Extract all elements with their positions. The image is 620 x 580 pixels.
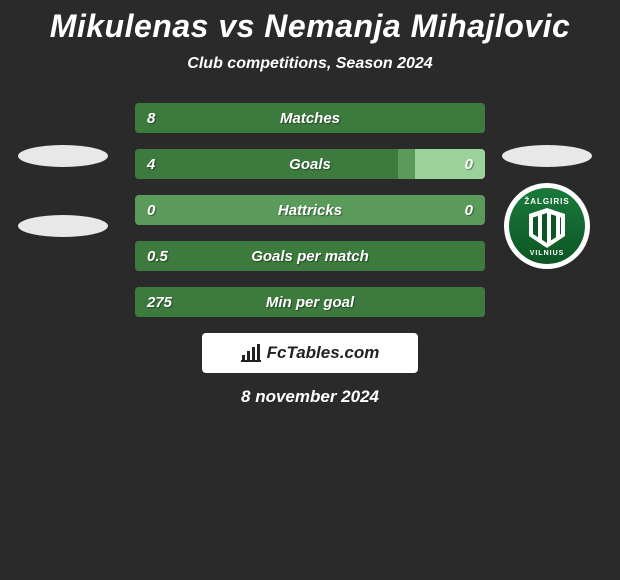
date-label: 8 november 2024 [0,387,620,407]
placeholder-ellipse [18,215,108,237]
club-shield-icon [529,208,565,248]
stat-label: Goals [135,149,485,179]
player-left-badge-2 [18,181,108,271]
club-name-top: ŽALGIRIS [524,197,569,206]
stat-label: Min per goal [135,287,485,317]
club-badge: ŽALGIRIS VILNIUS [504,183,590,269]
stat-label: Matches [135,103,485,133]
branding-badge: FcTables.com [202,333,418,373]
stat-value-right: 0 [465,195,473,225]
stat-row: 8Matches [135,103,485,133]
bar-chart-icon [241,344,261,362]
stats-list: 8Matches4Goals00Hattricks00.5Goals per m… [135,103,485,317]
stat-row: 0Hattricks0 [135,195,485,225]
placeholder-ellipse [502,145,592,167]
stat-row: 4Goals0 [135,149,485,179]
club-name-bottom: VILNIUS [530,250,565,257]
stat-label: Hattricks [135,195,485,225]
stat-label: Goals per match [135,241,485,271]
page-title: Mikulenas vs Nemanja Mihajlovic [0,8,620,45]
stat-row: 275Min per goal [135,287,485,317]
club-badge-inner: ŽALGIRIS VILNIUS [509,188,585,264]
comparison-area: ŽALGIRIS VILNIUS 8Matches4Goals00Hattric… [0,103,620,317]
subtitle: Club competitions, Season 2024 [0,55,620,73]
placeholder-ellipse [18,145,108,167]
branding-text: FcTables.com [267,343,380,363]
stat-value-right: 0 [465,149,473,179]
player-right-club-badge: ŽALGIRIS VILNIUS [502,181,592,271]
comparison-card: Mikulenas vs Nemanja Mihajlovic Club com… [0,0,620,407]
stat-row: 0.5Goals per match [135,241,485,271]
